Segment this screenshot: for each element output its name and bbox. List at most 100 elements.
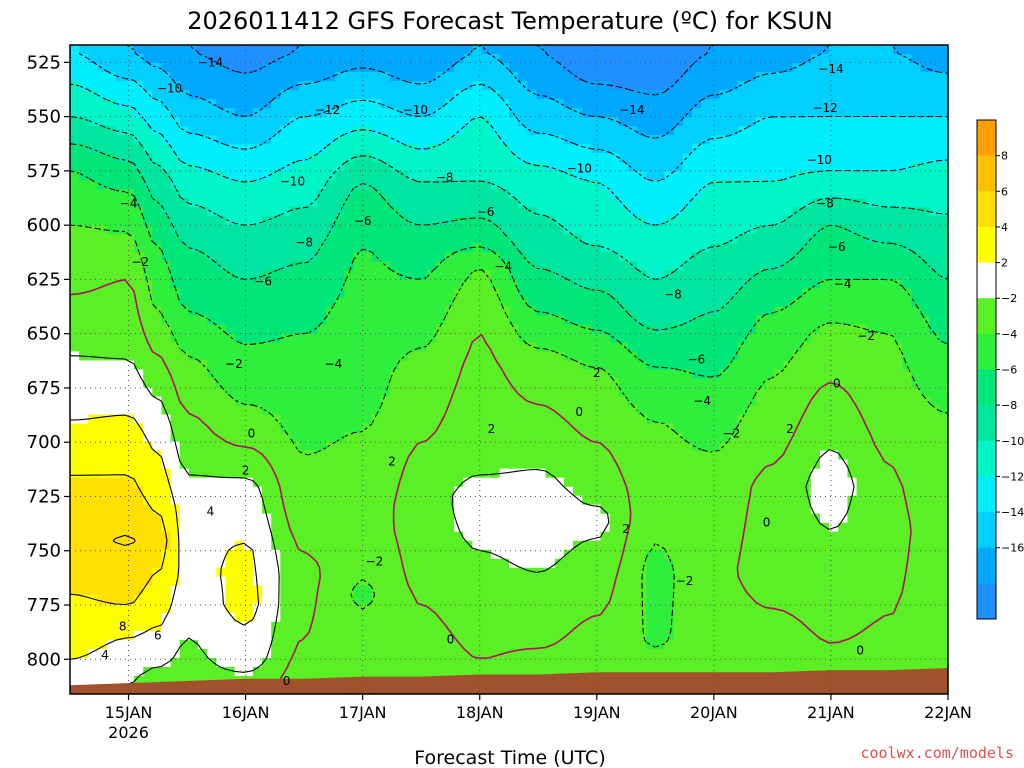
temperature-cell	[746, 117, 757, 127]
temperature-cell	[161, 477, 172, 488]
temperature-cell	[755, 135, 766, 145]
temperature-cell	[563, 162, 574, 172]
temperature-cell	[701, 324, 711, 335]
temperature-cell	[298, 423, 309, 434]
temperature-cell	[344, 405, 355, 416]
temperature-cell	[847, 306, 858, 317]
temperature-cell	[88, 252, 99, 262]
temperature-cell	[874, 477, 885, 488]
temperature-cell	[353, 135, 364, 145]
temperature-cell	[655, 225, 666, 235]
temperature-cell	[746, 45, 757, 55]
temperature-cell	[326, 198, 336, 208]
temperature-cell	[326, 279, 336, 289]
temperature-cell	[527, 126, 538, 136]
temperature-cell	[911, 468, 922, 479]
temperature-cell	[554, 180, 565, 190]
temperature-cell	[454, 270, 464, 280]
temperature-cell	[371, 81, 382, 91]
temperature-cell	[792, 441, 803, 452]
temperature-cell	[847, 54, 858, 64]
temperature-cell	[454, 306, 464, 317]
temperature-cell	[198, 486, 208, 497]
temperature-cell	[646, 468, 656, 479]
temperature-cell	[344, 144, 355, 154]
temperature-cell	[490, 243, 501, 253]
temperature-cell	[271, 108, 281, 118]
temperature-cell	[134, 423, 144, 434]
temperature-cell	[106, 441, 117, 452]
temperature-cell	[326, 324, 336, 335]
temperature-cell	[207, 459, 217, 470]
temperature-cell	[307, 297, 318, 307]
temperature-cell	[444, 72, 455, 82]
temperature-cell	[554, 288, 565, 298]
temperature-cell	[865, 153, 876, 163]
temperature-cell	[774, 54, 784, 64]
temperature-cell	[774, 117, 784, 127]
temperature-cell	[911, 252, 922, 262]
temperature-cell	[481, 72, 492, 82]
temperature-cell	[454, 432, 464, 443]
temperature-cell	[97, 72, 108, 82]
temperature-cell	[573, 207, 583, 217]
temperature-cell	[673, 72, 684, 82]
temperature-cell	[582, 387, 592, 398]
temperature-cell	[426, 72, 437, 82]
temperature-cell	[252, 441, 263, 452]
temperature-cell	[280, 405, 291, 416]
temperature-cell	[417, 189, 428, 199]
temperature-cell	[627, 468, 638, 479]
temperature-cell	[765, 216, 775, 226]
temperature-cell	[646, 288, 656, 298]
temperature-cell	[207, 180, 217, 190]
temperature-cell	[883, 135, 894, 145]
temperature-cell	[728, 297, 739, 307]
temperature-cell	[335, 54, 345, 64]
temperature-cell	[362, 441, 373, 452]
temperature-cell	[874, 252, 885, 262]
temperature-cell	[161, 153, 172, 163]
temperature-cell	[527, 90, 538, 100]
temperature-cell	[390, 315, 400, 326]
temperature-cell	[316, 72, 327, 82]
temperature-cell	[188, 45, 199, 55]
temperature-cell	[70, 126, 80, 136]
temperature-cell	[143, 387, 153, 398]
temperature-cell	[115, 288, 126, 298]
temperature-cell	[774, 360, 784, 371]
temperature-cell	[829, 180, 839, 190]
temperature-cell	[627, 99, 638, 109]
temperature-cell	[554, 396, 565, 407]
temperature-cell	[353, 90, 364, 100]
temperature-cell	[691, 243, 702, 253]
temperature-cell	[344, 360, 355, 371]
temperature-cell	[664, 126, 675, 136]
temperature-cell	[701, 126, 711, 136]
temperature-cell	[88, 387, 99, 398]
temperature-cell	[298, 351, 309, 362]
temperature-cell	[728, 225, 739, 235]
temperature-cell	[362, 270, 373, 280]
temperature-cell	[691, 288, 702, 298]
temperature-cell	[591, 342, 602, 353]
temperature-cell	[591, 81, 602, 91]
temperature-cell	[536, 81, 547, 91]
temperature-cell	[627, 189, 638, 199]
temperature-cell	[444, 180, 455, 190]
temperature-cell	[307, 486, 318, 497]
temperature-cell	[664, 459, 675, 470]
temperature-cell	[371, 342, 382, 353]
temperature-cell	[893, 423, 903, 434]
temperature-cell	[444, 423, 455, 434]
temperature-cell	[124, 216, 135, 226]
temperature-cell	[719, 45, 730, 55]
temperature-cell	[856, 297, 867, 307]
temperature-cell	[170, 153, 181, 163]
temperature-cell	[390, 234, 400, 244]
temperature-cell	[929, 495, 940, 506]
temperature-cell	[262, 432, 272, 443]
temperature-cell	[371, 504, 382, 515]
temperature-cell	[88, 270, 99, 280]
temperature-cell	[307, 270, 318, 280]
